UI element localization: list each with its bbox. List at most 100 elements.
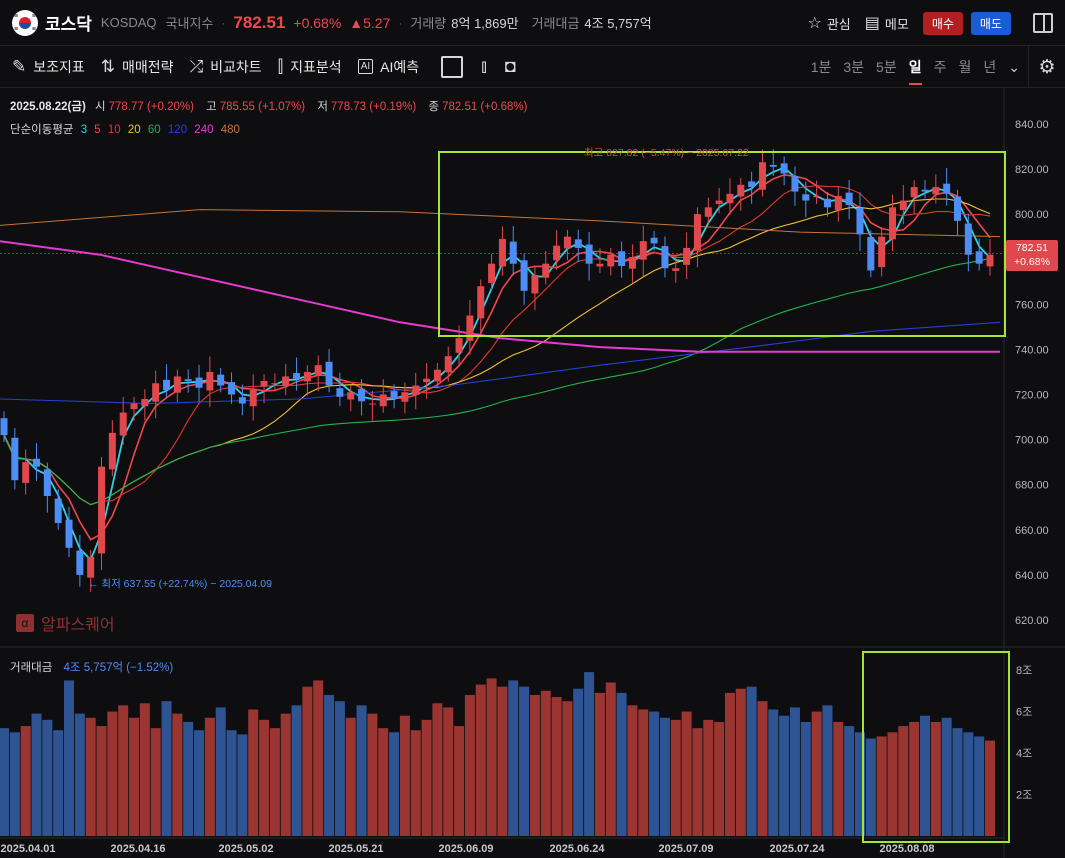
ma-legend[interactable]: 단순이동평균 3 5 10 20 60 120 240 480 [10, 121, 244, 137]
volume-bar [64, 680, 75, 836]
square-draw-icon[interactable] [441, 55, 464, 78]
current-price-tag: 782.51 +0.68% [1006, 240, 1058, 271]
star-icon: ☆ [807, 15, 822, 32]
separator-dot: · [221, 15, 226, 30]
watch-label: 관심 [826, 16, 851, 32]
volume-bar [768, 709, 779, 836]
candle [379, 394, 387, 407]
ma-period: 5 [94, 124, 101, 136]
x-tick-label: 2025.04.01 [0, 843, 55, 855]
candle [423, 378, 431, 383]
volume-bar [638, 709, 649, 836]
candle [303, 371, 311, 382]
index-name[interactable]: 코스닥 [45, 15, 92, 34]
sell-button[interactable]: 매도 [970, 11, 1011, 35]
volume-bar [735, 688, 746, 836]
candle [433, 369, 441, 382]
watch-button[interactable]: ☆ 관심 [808, 13, 851, 33]
korea-flag-icon: ≡ ≡ ≡ ≡ [12, 9, 38, 36]
candle [152, 383, 160, 402]
buy-button[interactable]: 매수 [922, 11, 963, 35]
candle [65, 519, 73, 548]
candle [769, 164, 777, 167]
strategy-label: 매매전략 [122, 58, 174, 75]
volume-bar [172, 713, 183, 836]
candle [553, 245, 561, 261]
tf-5min[interactable]: 5분 [876, 59, 897, 75]
volume-bar [313, 680, 324, 836]
volume-bar [194, 730, 205, 836]
camera-icon[interactable]: ◘ [504, 56, 516, 76]
watermark-text: 알파스퀘어 [41, 617, 115, 634]
memo-button[interactable]: ▤ 메모 [865, 13, 909, 33]
volume-bar [605, 682, 616, 836]
candle [683, 247, 691, 265]
volume-bar [74, 713, 85, 836]
highlight-box-price [438, 151, 1006, 337]
volume-bar [898, 726, 909, 836]
side-panel-icon[interactable] [1033, 13, 1053, 33]
ma-period: 240 [194, 124, 214, 136]
tf-month[interactable]: 월 [958, 59, 972, 75]
ma-line-480 [0, 209, 1001, 238]
candle [271, 383, 279, 385]
volume-bar [562, 701, 573, 836]
chevron-down-icon[interactable]: ⌄ [1008, 58, 1020, 75]
header-bar: ≡ ≡ ≡ ≡ 코스닥 KOSDAQ 국내지수 · 782.51 +0.68% … [0, 0, 1065, 46]
y-tick-label: 760.00 [1015, 299, 1049, 311]
volume-tick-label: 8조 [1016, 665, 1032, 677]
volume-bar [551, 697, 562, 836]
indicator-button[interactable]: ✎ 보조지표 [12, 57, 85, 77]
analysis-button[interactable]: ⫿ 지표분석 [278, 57, 342, 77]
volume-bar [616, 692, 627, 836]
volume-bar [269, 728, 280, 836]
gear-icon[interactable]: ⚙ [1028, 46, 1065, 88]
candle [737, 184, 745, 197]
volume-bar [118, 705, 129, 836]
amount-label: 거래대금 [531, 16, 580, 31]
volume-bar [584, 672, 595, 836]
tf-3min[interactable]: 3분 [843, 59, 865, 75]
open-label: 시 [95, 101, 106, 113]
y-tick-label: 720.00 [1015, 390, 1049, 402]
candle [748, 181, 756, 188]
y-tick-label: 620.00 [1015, 615, 1049, 627]
ai-predict-button[interactable]: AI AI예측 [357, 57, 419, 77]
amount-value: 4조 5,757억 [584, 16, 652, 31]
memo-icon: ▤ [864, 15, 880, 32]
tf-day[interactable]: 일 [908, 57, 922, 85]
current-price: 782.51 [233, 12, 286, 32]
tf-1min[interactable]: 1분 [810, 59, 832, 75]
compare-button[interactable]: ⤮ 비교차트 [190, 57, 262, 77]
candle [141, 399, 149, 407]
volume-bar [508, 680, 519, 836]
candle [368, 403, 376, 405]
high-value: 785.55 (+1.07%) [219, 101, 306, 113]
candle [780, 163, 788, 174]
ma-period: 120 [167, 124, 188, 136]
volume-bar [334, 701, 345, 836]
strategy-button[interactable]: ⇅ 매매전략 [101, 57, 174, 77]
candle [726, 193, 734, 204]
candle-type-icon[interactable]: ⫾ [481, 56, 487, 76]
ma-period: 3 [80, 124, 88, 136]
candle [11, 437, 19, 481]
volume-bar [985, 740, 995, 836]
volume-bar [692, 728, 703, 836]
candle [758, 162, 766, 190]
tf-year[interactable]: 년 [983, 59, 997, 75]
tf-week[interactable]: 주 [933, 59, 947, 75]
close-label: 종 [428, 101, 440, 113]
volume-bar [919, 715, 930, 836]
x-tick-label: 2025.07.24 [769, 843, 825, 855]
candle [401, 392, 409, 402]
volume-bar [204, 717, 215, 836]
volume-bar [789, 707, 800, 836]
candle [22, 462, 30, 483]
volume-bar [800, 721, 811, 836]
candle [834, 196, 842, 211]
candle [932, 187, 940, 195]
candle [693, 214, 701, 251]
candle [195, 377, 203, 388]
